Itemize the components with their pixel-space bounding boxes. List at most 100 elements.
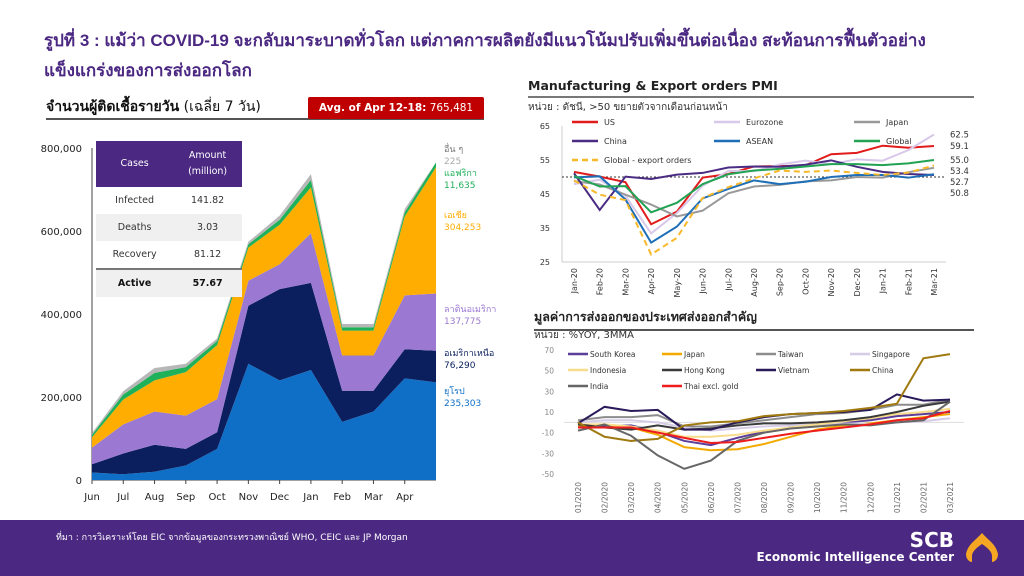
end-label: 50.8	[950, 189, 969, 199]
avg-value: 765,481	[429, 102, 474, 114]
table-row: Infected 141.82	[96, 187, 242, 214]
area-ลาตินอเมริกา	[92, 233, 436, 465]
x-tick-label: 10/2020	[813, 482, 822, 513]
x-tick-label: Feb	[333, 492, 351, 503]
line-Hong Kong	[577, 400, 951, 431]
legend-label: South Korea	[590, 350, 635, 359]
x-tick-label: 07/2020	[733, 482, 742, 513]
legend-label: Vietnam	[778, 366, 809, 375]
row-value: 3.03	[173, 214, 242, 241]
legend-label: US	[604, 118, 615, 127]
brand-name: SCB	[909, 528, 954, 552]
covid-area-chart: 0 200,000 400,000 600,000 800,000 Jun Jul Aug Se…	[41, 142, 497, 503]
y-tick-label: 70	[544, 346, 554, 355]
row-value: 81.12	[193, 249, 222, 260]
pmi-line-chart: 25 35 45 55 65 Jan-20 Feb-20 Mar-20 Apr-20 May-20…	[540, 118, 969, 297]
end-label: 62.5	[950, 131, 969, 141]
x-tick-label: Nov-20	[827, 268, 836, 296]
x-tick-label: Jan	[302, 492, 318, 503]
line-Global	[573, 159, 935, 214]
line-China	[573, 159, 935, 212]
end-label: 52.7	[950, 178, 969, 188]
x-tick-label: Dec	[270, 492, 289, 503]
line-Japan	[573, 166, 935, 218]
x-tick-label: Feb-21	[904, 268, 913, 295]
y-tick-label: 10	[544, 408, 554, 417]
x-tick-label: Jun-20	[699, 268, 708, 295]
x-tick-label: Dec-20	[853, 268, 862, 297]
page-title: รูปที่ 3 : แม้ว่า COVID-19 จะกลับมาระบาด…	[44, 31, 926, 80]
y-tick-label: 400,000	[41, 310, 82, 321]
y-tick-label: 200,000	[41, 393, 82, 404]
row-label: Recovery	[112, 249, 157, 260]
x-tick-label: Apr	[396, 492, 414, 503]
series-value: 76,290	[444, 361, 476, 371]
x-tick-label: Jul	[116, 492, 129, 503]
x-tick-label: May-20	[673, 268, 682, 297]
x-tick-label: 04/2020	[654, 482, 663, 513]
series-label: แอฟริกา	[444, 168, 477, 179]
scb-logo-icon	[966, 533, 998, 562]
y-tick-label: 55	[540, 156, 550, 165]
y-tick-label: 35	[540, 224, 550, 233]
row-label: Deaths	[96, 214, 174, 241]
x-tick-label: 01/2021	[893, 482, 902, 513]
y-tick-label: 65	[540, 122, 550, 131]
line-China	[577, 353, 951, 442]
pmi-heading: Manufacturing & Export orders PMI	[528, 78, 974, 98]
export-unit: หน่วย : %YOY, 3MMA	[534, 330, 634, 341]
amount-header-line2: (million)	[188, 166, 228, 177]
covid-heading-bold: จำนวนผู้ติดเชื้อรายวัน	[46, 99, 180, 115]
legend-label: ASEAN	[746, 137, 773, 146]
line-Global - export orders	[573, 164, 935, 256]
x-tick-label: Feb-20	[596, 268, 605, 295]
x-tick-label: Nov	[239, 492, 259, 503]
amount-header: Amount (million)	[173, 141, 242, 187]
y-tick-label: 600,000	[41, 227, 82, 238]
series-label: อเมริกาเหนือ	[444, 348, 494, 359]
cases-table: Cases Amount (million) Infected 141.82 Dea…	[96, 141, 242, 297]
y-tick-label: 50	[544, 367, 554, 376]
legend-label: Indonesia	[590, 366, 626, 375]
series-value: 235,303	[444, 399, 481, 409]
y-tick-label: -10	[542, 429, 554, 438]
line-Taiwan	[577, 398, 951, 428]
cases-header: Cases	[96, 141, 174, 187]
brand-subtitle: Economic Intelligence Center	[756, 550, 954, 564]
legend-label: Japan	[683, 350, 705, 359]
x-tick-label: Mar	[364, 492, 384, 503]
series-label: ลาตินอเมริกา	[444, 304, 496, 315]
x-tick-label: Jan-21	[879, 268, 888, 294]
avg-label: Avg. of Apr 12-18:	[318, 102, 427, 114]
x-tick-label: 11/2020	[840, 482, 849, 513]
series-label: อื่น ๆ	[444, 142, 463, 155]
x-tick-label: Oct	[208, 492, 225, 503]
series-label: ยุโรป	[444, 386, 465, 397]
series-value: 137,775	[444, 317, 481, 327]
row-label: Infected	[115, 195, 155, 206]
legend-label: Global - export orders	[604, 156, 691, 165]
x-tick-label: Apr-20	[647, 268, 656, 294]
table-row: Deaths 3.03	[96, 214, 242, 241]
row-label: Active	[96, 268, 174, 297]
series-label: เอเชีย	[444, 210, 467, 221]
export-line-chart: -50 -30 -10 10 30 50 70 01/2020 02/2020 03/2020 04…	[542, 346, 964, 513]
end-label: 55.0	[950, 156, 969, 166]
legend-label: Japan	[885, 118, 908, 127]
pmi-unit: หน่วย : ดัชนี, >50 ขยายตัวจากเดือนก่อนหน…	[528, 102, 728, 113]
legend-label: Eurozone	[746, 118, 783, 127]
amount-header-line1: Amount	[188, 150, 227, 161]
cases-table-header: Cases Amount (million)	[96, 141, 242, 187]
x-tick-label: Jun	[83, 492, 100, 503]
x-tick-label: 12/2020	[866, 482, 875, 513]
y-tick-label: 30	[544, 387, 554, 396]
series-value: 11,635	[444, 181, 476, 191]
legend-label: India	[590, 382, 608, 391]
end-label: 53.4	[950, 167, 969, 177]
legend-label: China	[872, 366, 893, 375]
x-tick-label: Oct-20	[801, 268, 810, 295]
line-Thai excl. gold	[578, 410, 951, 445]
y-tick-label: 45	[540, 190, 550, 199]
x-tick-label: 08/2020	[760, 482, 769, 513]
x-tick-label: Aug	[145, 492, 165, 503]
